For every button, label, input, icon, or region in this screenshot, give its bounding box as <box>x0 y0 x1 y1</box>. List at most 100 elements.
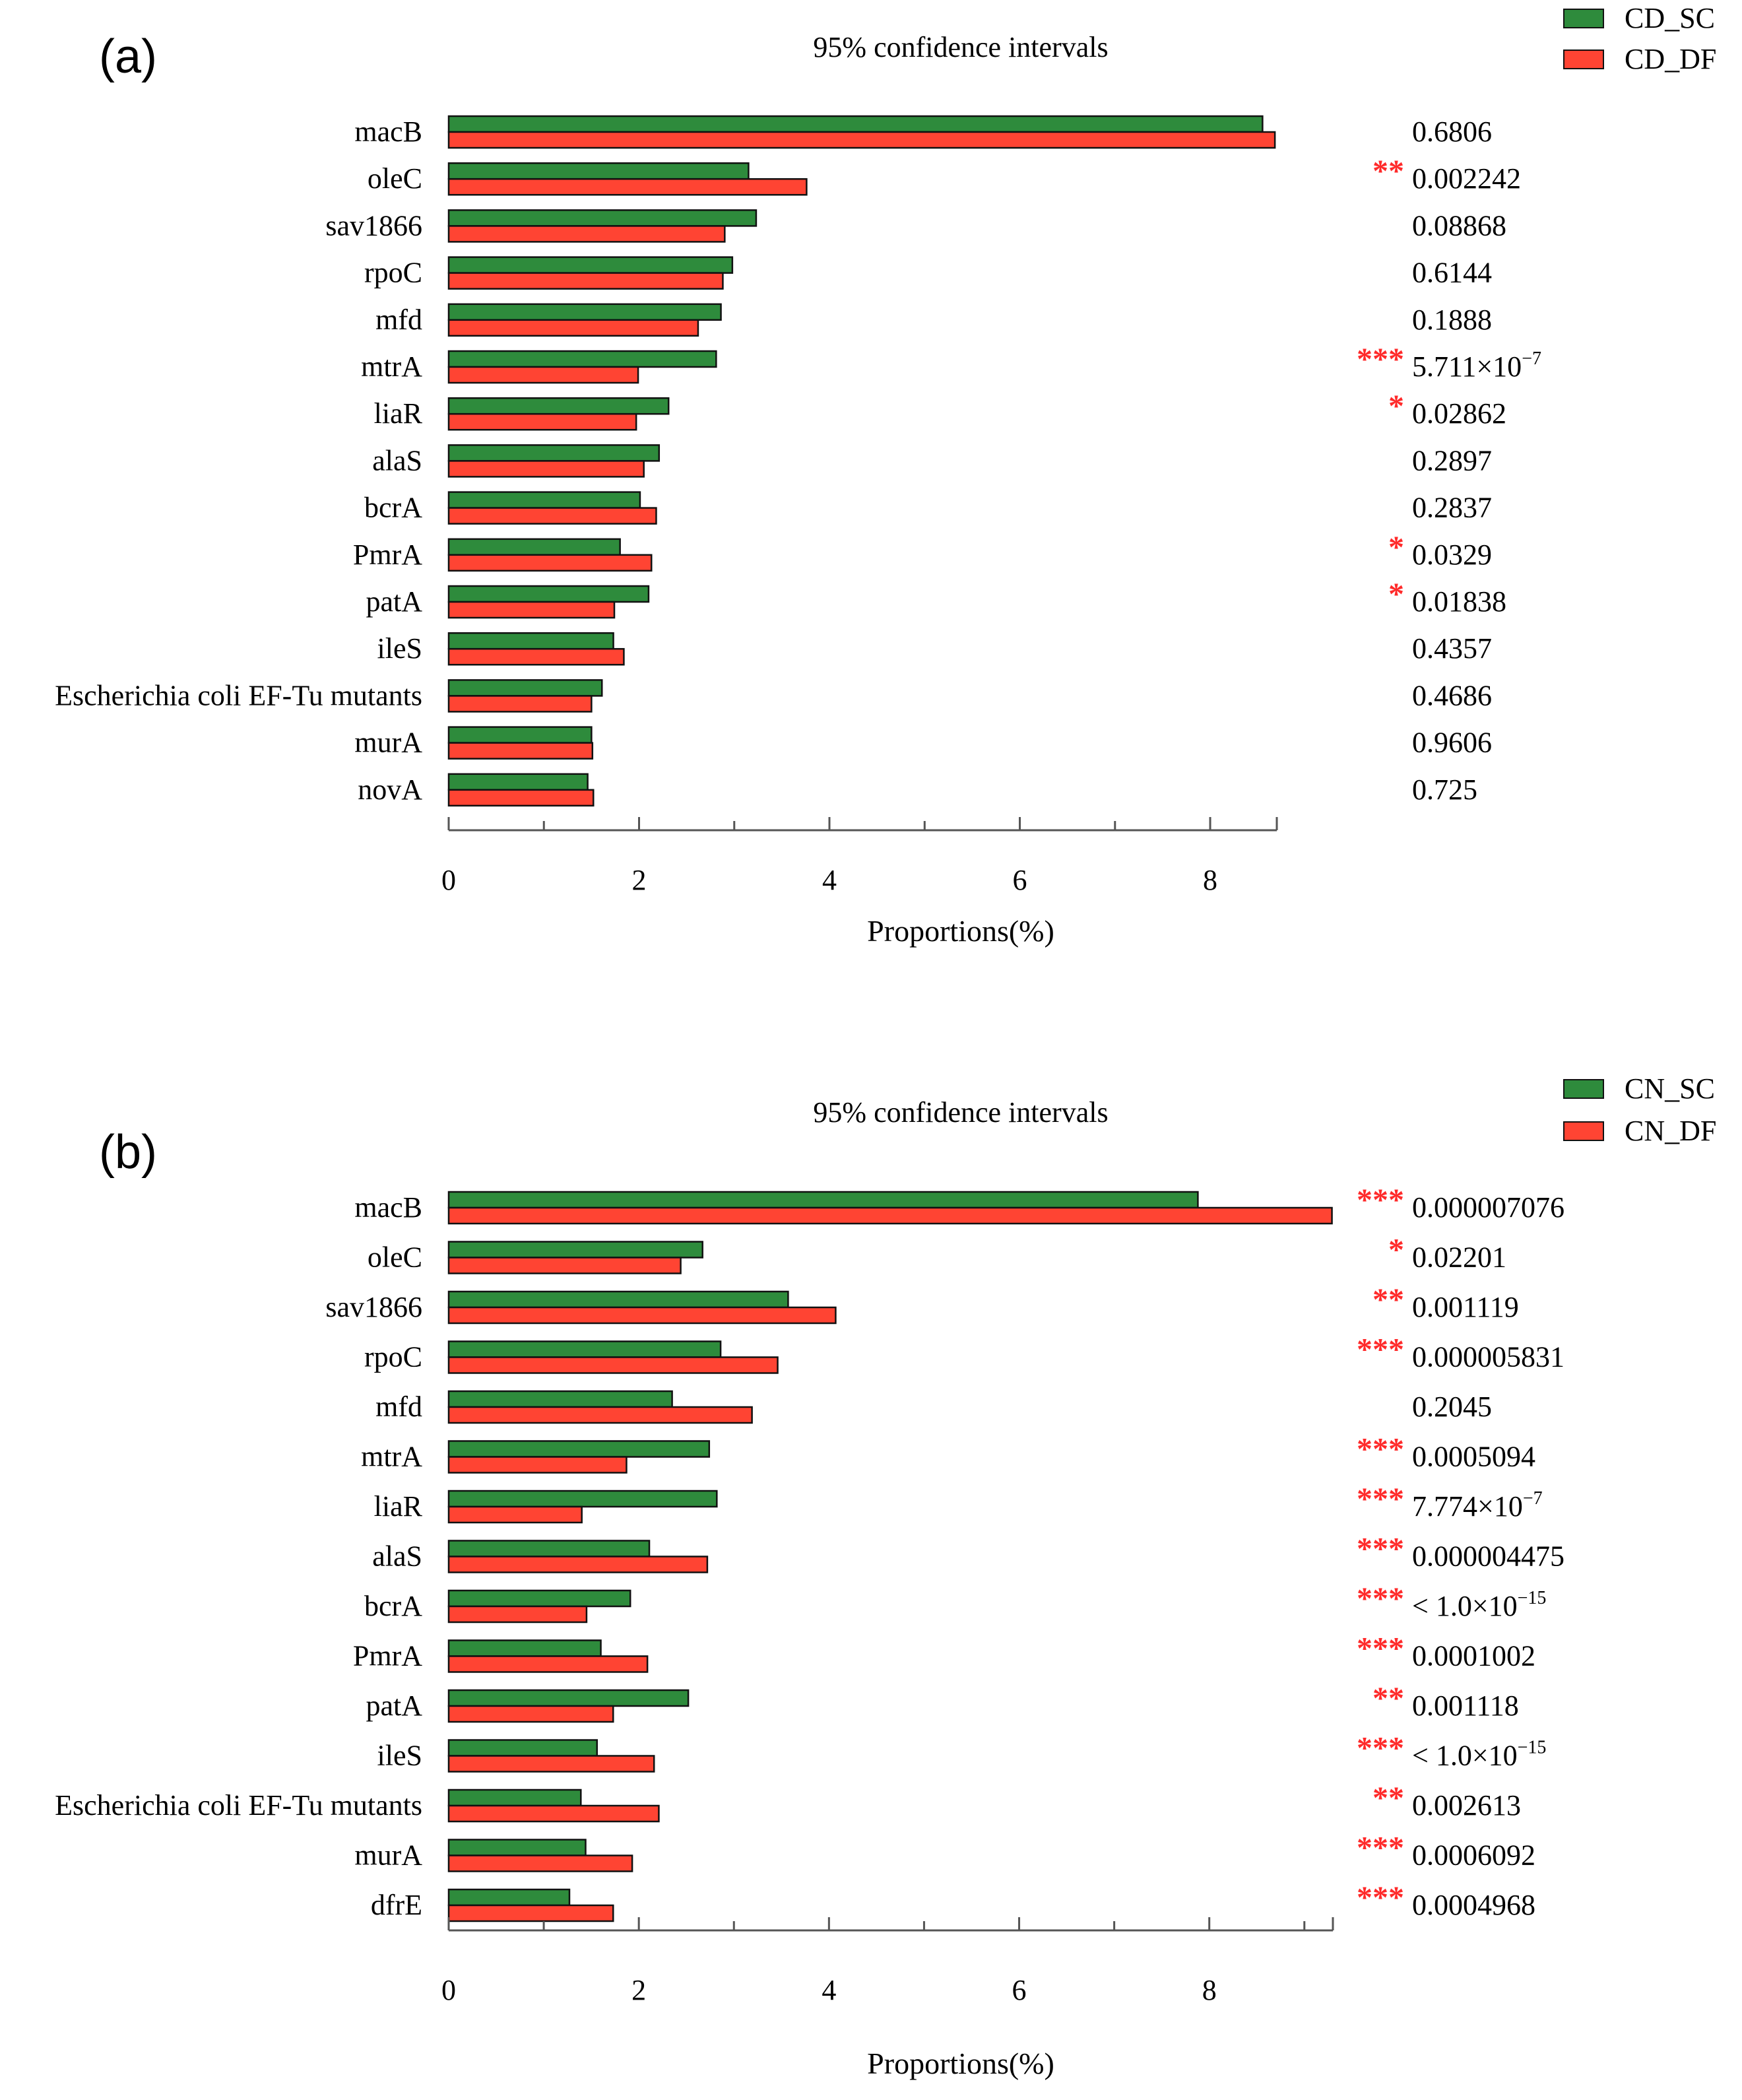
x-axis-title: Proportions(%) <box>867 914 1054 948</box>
bar-cn-df <box>447 1705 614 1723</box>
bar-cd-df <box>447 131 1276 149</box>
p-value: 0.6144 <box>1412 257 1492 289</box>
bar-cd-df <box>447 366 639 384</box>
p-value: 0.000007076 <box>1412 1191 1565 1224</box>
p-value: 0.0004968 <box>1412 1889 1535 1921</box>
p-value: 0.002613 <box>1412 1789 1521 1821</box>
legend-label-cn-sc: CN_SC <box>1625 1072 1715 1105</box>
significance-stars: *** <box>1357 1532 1404 1567</box>
panel-b: (b) 95% confidence intervals CN_SC CN_DFmac… <box>55 1072 1716 2080</box>
category-label: ileS <box>377 632 422 665</box>
bar-cd-sc <box>447 115 1264 133</box>
p-value: 0.001118 <box>1412 1690 1519 1722</box>
bar-cd-df <box>447 647 625 666</box>
bar-cn-df <box>447 1854 633 1872</box>
p-value: 0.000005831 <box>1412 1341 1565 1373</box>
category-label: oleC <box>368 162 422 195</box>
legend-swatch-cn-sc <box>1563 1079 1604 1099</box>
bar-cn-df <box>447 1406 753 1424</box>
p-value: < 1.0×10−15 <box>1412 1738 1546 1772</box>
bar-cd-sc <box>447 303 722 321</box>
p-value: 0.0001002 <box>1412 1640 1535 1672</box>
bar-cn-df <box>447 1306 837 1325</box>
p-value: 0.1888 <box>1412 304 1492 336</box>
bar-cn-df <box>447 1904 614 1922</box>
category-label: murA <box>354 1839 422 1872</box>
category-label: patA <box>366 1690 422 1722</box>
significance-stars: * <box>1388 389 1404 424</box>
bar-cd-sc <box>447 632 614 650</box>
x-tick-label: 0 <box>441 1974 456 2006</box>
bar-cn-df <box>447 1804 660 1823</box>
category-label: Escherichia coli EF-Tu mutants <box>55 679 422 711</box>
bar-cn-df <box>447 1206 1333 1225</box>
significance-stars: *** <box>1357 1731 1404 1766</box>
significance-stars: * <box>1388 530 1404 565</box>
x-axis-title: Proportions(%) <box>867 2047 1054 2080</box>
bar-cd-sc <box>447 773 589 791</box>
panel-a: (a) 95% confidence intervals CD_SC CD_DFmac… <box>55 2 1716 948</box>
category-label: ileS <box>377 1740 422 1772</box>
x-tick-label: 0 <box>441 864 456 896</box>
bar-cd-df <box>447 695 593 713</box>
x-tick-label: 6 <box>1012 1974 1027 2006</box>
significance-stars: * <box>1388 1233 1404 1268</box>
bar-cd-df <box>447 178 808 196</box>
category-label: sav1866 <box>325 209 422 242</box>
legend-swatch-cn-df <box>1563 1121 1604 1141</box>
bar-cd-sc <box>447 726 593 744</box>
p-value: 0.001119 <box>1412 1291 1519 1323</box>
panel-label: (b) <box>99 1126 157 1179</box>
bar-cn-df <box>447 1755 655 1773</box>
x-tick-label: 8 <box>1203 864 1217 896</box>
category-label: dfrE <box>371 1889 422 1921</box>
category-label: Escherichia coli EF-Tu mutants <box>55 1789 422 1821</box>
bar-cd-sc <box>447 538 621 556</box>
bar-cn-df <box>447 1556 709 1573</box>
p-value: 0.02862 <box>1412 397 1506 430</box>
bar-cn-df <box>447 1505 583 1524</box>
category-label: alaS <box>372 1540 422 1573</box>
significance-stars: *** <box>1357 1332 1404 1367</box>
p-value: 0.725 <box>1412 773 1477 806</box>
x-tick-label: 6 <box>1013 864 1027 896</box>
legend-swatch-cd-sc <box>1563 9 1604 28</box>
p-value: 0.6806 <box>1412 115 1492 148</box>
bar-cn-df <box>447 1356 779 1374</box>
category-label: macB <box>354 115 422 148</box>
x-tick-label: 2 <box>631 1974 646 2006</box>
p-value: 0.0006092 <box>1412 1839 1535 1872</box>
p-value: 0.4686 <box>1412 679 1492 711</box>
significance-stars: ** <box>1372 1681 1404 1716</box>
significance-stars: * <box>1388 577 1404 612</box>
category-label: mtrA <box>361 350 422 383</box>
bar-cn-sc <box>447 1540 651 1558</box>
significance-stars: ** <box>1372 1282 1404 1317</box>
bar-cd-sc <box>447 491 641 509</box>
bar-cn-sc <box>447 1888 571 1907</box>
p-value: 0.4357 <box>1412 632 1492 665</box>
bar-cn-sc <box>447 1639 602 1657</box>
bar-cd-sc <box>447 350 717 368</box>
bar-cd-sc <box>447 209 758 227</box>
bar-cd-df <box>447 601 616 619</box>
category-label: patA <box>366 585 422 618</box>
bar-cd-df <box>447 554 653 572</box>
bar-cn-df <box>447 1655 649 1673</box>
legend-label-cn-df: CN_DF <box>1625 1115 1716 1147</box>
bar-cd-sc <box>447 162 750 180</box>
bar-cd-sc <box>447 397 670 415</box>
category-label: mtrA <box>361 1441 422 1473</box>
category-label: oleC <box>368 1241 422 1274</box>
x-tick-label: 4 <box>822 1974 836 2006</box>
bar-cn-df <box>447 1257 682 1274</box>
p-value: 0.02201 <box>1412 1241 1506 1274</box>
category-label: rpoC <box>364 1341 422 1373</box>
x-tick-label: 4 <box>822 864 837 896</box>
bar-cn-sc <box>447 1390 673 1408</box>
significance-stars: *** <box>1357 1581 1404 1616</box>
significance-stars: *** <box>1357 1482 1404 1517</box>
bar-cn-sc <box>447 1788 582 1807</box>
category-label: liaR <box>374 397 423 430</box>
